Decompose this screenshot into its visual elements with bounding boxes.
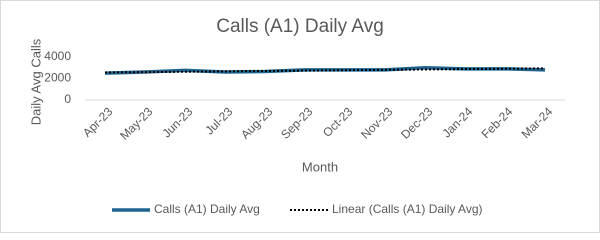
legend-label: Linear (Calls (A1) Daily Avg) [332, 202, 483, 216]
legend-label: Calls (A1) Daily Avg [154, 202, 260, 216]
x-axis-label: Month [302, 159, 338, 174]
y-tick-label: 0 [64, 92, 71, 106]
y-tick-label: 4000 [44, 49, 71, 63]
chart-border [0, 0, 600, 233]
chart-title: Calls (A1) Daily Avg [216, 16, 384, 37]
trend-line [104, 67, 546, 74]
chart: Calls (A1) Daily Avg Month Daily Avg Cal… [0, 0, 600, 233]
y-axis-label: Daily Avg Calls [28, 38, 43, 125]
y-tick-label: 2000 [44, 71, 71, 85]
